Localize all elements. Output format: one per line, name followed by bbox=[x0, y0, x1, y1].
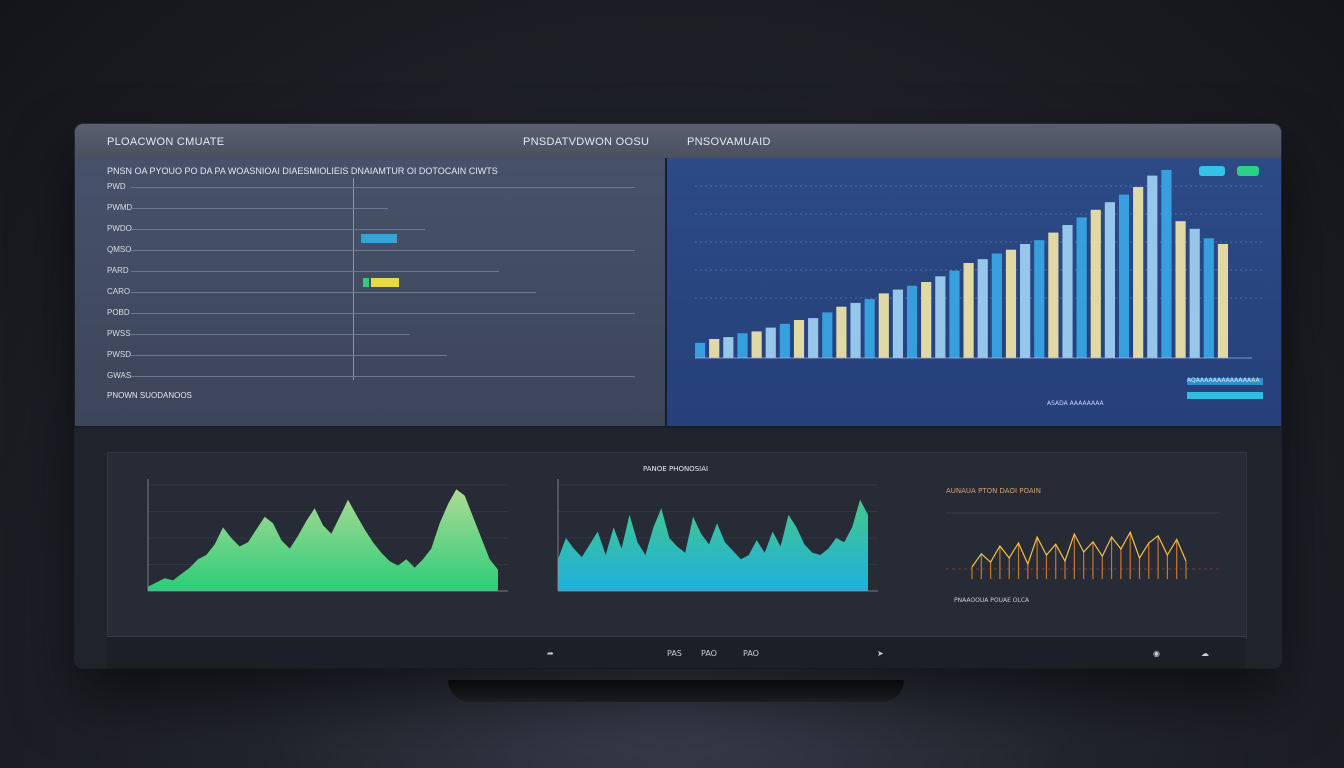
legend-label-a: AQAAAAAAAAAAAAAAA bbox=[1187, 377, 1260, 384]
lower-chart-section: PANOE PHONOSIAI AUNAUA PTON DAOI POAIN P… bbox=[75, 428, 1281, 668]
center-title: PNSDATVDWON OOSU bbox=[523, 136, 650, 148]
toolbar-item-2[interactable]: PAO bbox=[701, 649, 717, 658]
bar bbox=[1020, 244, 1031, 358]
bar bbox=[1175, 221, 1186, 358]
bar bbox=[1034, 240, 1045, 358]
bar bbox=[709, 339, 720, 358]
bar bbox=[1090, 209, 1101, 358]
column-divider bbox=[353, 178, 354, 380]
area-series bbox=[148, 489, 498, 591]
bar bbox=[1062, 225, 1073, 358]
toggle-button-green[interactable] bbox=[1237, 166, 1259, 176]
toggle-button-blue[interactable] bbox=[1199, 166, 1225, 176]
dashboard-window: PLOACWON CMUATE PNSDATVDWON OOSU PNSOVAM… bbox=[75, 124, 1281, 668]
table-row-line bbox=[131, 208, 388, 209]
table-row-line bbox=[131, 292, 536, 293]
bar bbox=[1203, 238, 1214, 358]
right-chart-title: AUNAUA PTON DAOI POAIN bbox=[946, 487, 1041, 495]
bar bbox=[836, 306, 847, 358]
bar bbox=[1217, 244, 1229, 358]
area-series bbox=[558, 499, 868, 591]
bar bbox=[737, 333, 748, 358]
right-chart-caption: PNAAOOUA POUAE OLCA bbox=[954, 597, 1030, 604]
bottom-toolbar: ➦ PAS PAO PAO ➤ ◉ ☁ bbox=[107, 636, 1245, 668]
table-row-label: PARD bbox=[107, 266, 129, 275]
table-row-label: PWSD bbox=[107, 350, 131, 359]
bar bbox=[892, 289, 904, 358]
bar bbox=[808, 318, 819, 358]
table-row-label: PWD bbox=[107, 182, 126, 191]
bar bbox=[695, 342, 706, 358]
table-row-line bbox=[131, 376, 635, 377]
status-chip-green[interactable] bbox=[363, 278, 369, 287]
bar bbox=[977, 259, 988, 358]
bar bbox=[1005, 249, 1017, 358]
blue-area-chart bbox=[557, 479, 878, 592]
bar-chart bbox=[695, 169, 1262, 359]
table-row-line bbox=[131, 334, 410, 335]
bar bbox=[723, 337, 734, 358]
bar bbox=[963, 263, 974, 358]
table-header: PNSN OA PYOUO PO DA PA WOASNIOAI DIAESMI… bbox=[107, 166, 498, 176]
app-title: PLOACWON CMUATE bbox=[107, 136, 225, 148]
bar bbox=[765, 327, 776, 358]
center-chart-title: PANOE PHONOSIAI bbox=[643, 465, 709, 473]
bar bbox=[906, 285, 918, 358]
legend-label-b: ASADA AAAAAAAA bbox=[1047, 400, 1104, 407]
toolbar-cloud-icon[interactable]: ☁ bbox=[1201, 649, 1209, 658]
table-row-label: PWSS bbox=[107, 329, 131, 338]
line-series bbox=[971, 530, 1187, 568]
table-row-line bbox=[131, 313, 635, 314]
toolbar-eye-icon[interactable]: ◉ bbox=[1153, 649, 1160, 658]
bar bbox=[921, 282, 932, 358]
monitor-stand bbox=[448, 680, 904, 702]
bar bbox=[991, 253, 1002, 358]
table-row-label: QMSO bbox=[107, 245, 132, 254]
status-chip-yellow[interactable] bbox=[371, 278, 399, 287]
table-row-label: PWMD bbox=[107, 203, 133, 212]
charts-frame: PANOE PHONOSIAI AUNAUA PTON DAOI POAIN P… bbox=[107, 452, 1247, 638]
table-row-label: POBD bbox=[107, 308, 130, 317]
data-table-panel: PNSN OA PYOUO PO DA PA WOASNIOAI DIAESMI… bbox=[75, 158, 665, 426]
table-row-line bbox=[131, 229, 425, 230]
bar-chart-panel: AQAAAAAAAAAAAAAAA ASADA AAAAAAAA bbox=[667, 158, 1281, 426]
bar bbox=[1104, 202, 1115, 358]
legend-swatch-b bbox=[1187, 392, 1263, 399]
legend-swatch-a bbox=[1187, 378, 1263, 385]
bar bbox=[1147, 175, 1158, 358]
bar bbox=[1133, 187, 1144, 358]
bar bbox=[1048, 232, 1059, 358]
table-row-label: PWDO bbox=[107, 224, 132, 233]
toolbar-item-3[interactable]: PAO bbox=[743, 649, 759, 658]
toolbar-icon-left[interactable]: ➦ bbox=[547, 649, 554, 658]
bar bbox=[878, 293, 889, 358]
bar bbox=[751, 331, 762, 358]
table-row-line bbox=[131, 271, 499, 272]
bar bbox=[1189, 228, 1200, 358]
bar bbox=[864, 299, 875, 358]
bar bbox=[935, 276, 946, 358]
green-area-chart bbox=[147, 479, 508, 592]
right-title: PNSOVAMUAID bbox=[687, 136, 771, 148]
bar bbox=[850, 302, 861, 358]
bar bbox=[822, 312, 833, 358]
bar bbox=[1161, 169, 1172, 358]
bar bbox=[793, 320, 805, 358]
table-row-label: GWAS bbox=[107, 371, 132, 380]
table-row-line bbox=[131, 187, 635, 188]
toolbar-item-1[interactable]: PAS bbox=[667, 649, 682, 658]
table-footer: PNOWN SUODANOOS bbox=[107, 391, 192, 400]
toolbar-arrow-icon[interactable]: ➤ bbox=[877, 649, 884, 658]
orange-line-chart bbox=[946, 512, 1220, 579]
table-row-line bbox=[131, 250, 635, 251]
bar bbox=[949, 270, 960, 358]
bar bbox=[779, 323, 790, 358]
title-bar: PLOACWON CMUATE PNSDATVDWON OOSU PNSOVAM… bbox=[75, 124, 1281, 158]
table-row-line bbox=[131, 355, 447, 356]
bar bbox=[1118, 194, 1130, 358]
status-chip-blue[interactable] bbox=[361, 234, 397, 243]
table-row-label: CARO bbox=[107, 287, 131, 296]
bar bbox=[1076, 217, 1087, 358]
